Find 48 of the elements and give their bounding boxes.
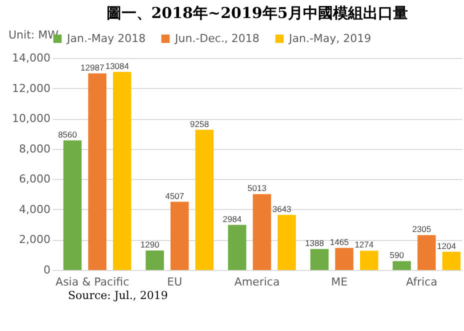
y-tick-label: 14,000	[12, 52, 50, 64]
legend-label: Jan.-May 2018	[66, 32, 146, 45]
y-tick-label: 0	[44, 264, 50, 276]
bar	[88, 73, 106, 270]
y-tick-label: 4,000	[19, 202, 50, 216]
bar	[360, 250, 378, 270]
bar	[417, 235, 436, 270]
y-tick-label: 6,000	[19, 172, 50, 186]
data-label: 1388	[305, 238, 324, 248]
bar	[63, 140, 82, 270]
x-tick-label: EU	[167, 276, 182, 288]
data-label: 12987	[80, 62, 104, 72]
data-label: 3643	[272, 204, 292, 214]
bar	[335, 248, 354, 270]
bar	[170, 202, 189, 270]
bar	[228, 224, 246, 270]
data-label: 9258	[190, 118, 210, 129]
bar	[195, 130, 214, 270]
bar	[112, 72, 132, 270]
bar	[278, 214, 296, 270]
data-label: 2984	[222, 214, 242, 224]
bar	[146, 250, 164, 270]
data-label: 1465	[330, 236, 350, 247]
data-label: 4507	[165, 190, 184, 201]
chart-title: 圖一、2018年~2019年5月中國模組出口量	[106, 4, 408, 22]
x-tick-label: Africa	[406, 276, 438, 288]
data-label: 1290	[140, 239, 160, 250]
data-label: 8560	[58, 129, 78, 140]
data-label: 1274	[354, 240, 374, 250]
y-tick-label: 10,000	[12, 112, 50, 126]
bar	[392, 261, 411, 270]
x-tick-label: America	[234, 276, 280, 288]
y-tick-label: 2,000	[19, 233, 50, 246]
y-tick-label: 12,000	[12, 82, 50, 95]
data-label: 2305	[412, 224, 432, 234]
data-label: 590	[390, 250, 404, 260]
data-label: 13084	[105, 60, 130, 71]
x-tick-label: ME	[331, 276, 348, 288]
bar	[252, 194, 272, 270]
data-label: 1204	[437, 240, 456, 251]
data-label: 5013	[248, 183, 267, 194]
x-tick-label: Asia & Pacific	[56, 276, 130, 288]
legend-label: Jan.-May, 2019	[288, 32, 372, 45]
legend-label: Jun.-Dec., 2018	[174, 32, 260, 45]
bar	[442, 252, 461, 270]
source-note: Source: Jul., 2019	[68, 289, 169, 302]
bar	[310, 248, 329, 270]
y-tick-label: 8,000	[19, 142, 50, 156]
